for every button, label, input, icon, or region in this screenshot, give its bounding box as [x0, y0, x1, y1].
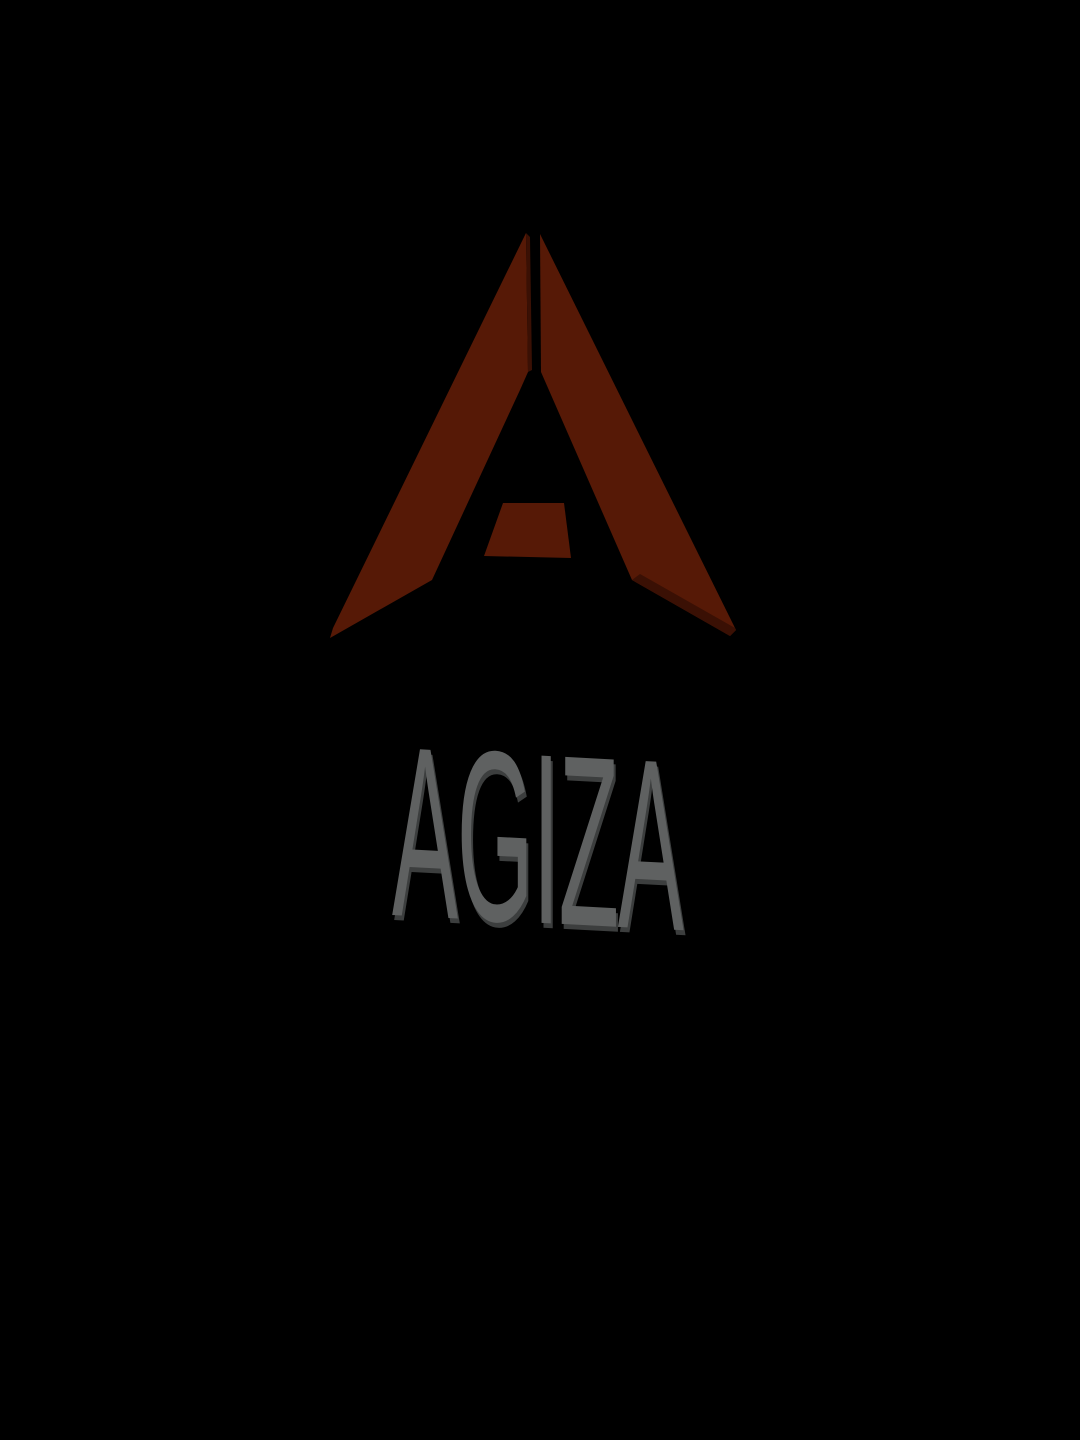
- logo-right-stroke-edge: [632, 574, 736, 636]
- logo-left-stroke-edge: [526, 233, 532, 372]
- logo-right-stroke: [540, 234, 736, 636]
- brand-name: AGIZA: [392, 696, 684, 982]
- logo-left-stroke: [330, 233, 528, 638]
- logo-crossbar: [484, 503, 571, 558]
- brand-name-shadow: AGIZA: [394, 701, 686, 987]
